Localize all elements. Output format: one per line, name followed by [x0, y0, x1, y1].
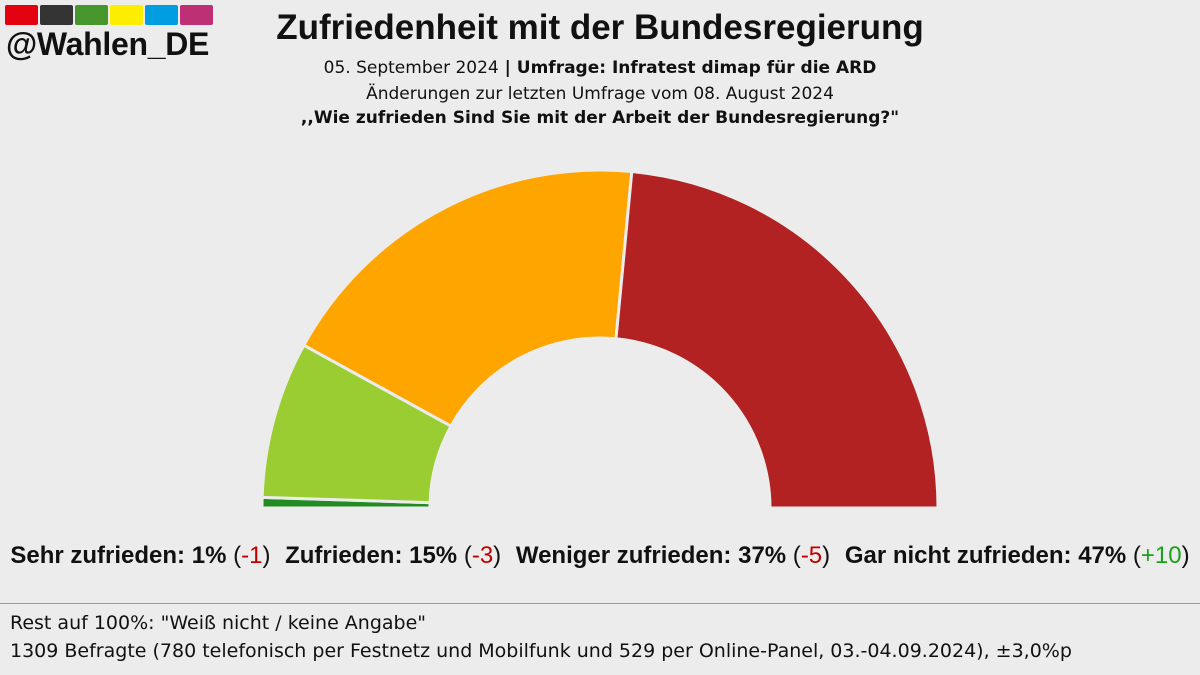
- footer-sample-note: 1309 Befragte (780 telefonisch per Festn…: [10, 640, 1072, 662]
- slice-weniger-zufrieden: [301, 168, 634, 429]
- color-bar-2: [40, 5, 73, 25]
- poll-source: Umfrage: Infratest dimap für die ARD: [516, 58, 877, 78]
- legend-change: +10: [1140, 542, 1182, 569]
- legend-value: 47%: [1078, 542, 1127, 569]
- legend-label: Sehr zufrieden:: [10, 542, 186, 569]
- changes-note: Änderungen zur letzten Umfrage vom 08. A…: [366, 84, 834, 104]
- legend-change: -1: [241, 542, 263, 569]
- footer-divider: [0, 603, 1200, 604]
- legend-label: Weniger zufrieden:: [515, 542, 732, 569]
- legend-value: 15%: [409, 542, 458, 569]
- poll-info: 05. September 2024 | Umfrage: Infratest …: [0, 58, 1200, 78]
- brand-handle: @Wahlen_DE: [6, 26, 210, 62]
- color-bar-5: [145, 5, 178, 25]
- poll-separator: |: [498, 58, 517, 78]
- color-bar-6: [180, 5, 213, 25]
- survey-question: ,,Wie zufrieden Sind Sie mit der Arbeit …: [300, 108, 900, 128]
- legend-value: 37%: [738, 542, 787, 569]
- brand-color-bars: [5, 5, 213, 25]
- poll-date: 05. September 2024: [323, 58, 499, 78]
- legend-item-zufrieden: Zufrieden: 15% (-3): [285, 542, 502, 569]
- legend-item-sehr-zufrieden: Sehr zufrieden: 1% (-1): [10, 542, 271, 569]
- footer-rest-note: Rest auf 100%: "Weiß nicht / keine Angab…: [10, 612, 427, 634]
- color-bar-1: [5, 5, 38, 25]
- legend-change: -5: [800, 542, 823, 569]
- slice-gar-nicht-zufrieden: [614, 169, 940, 510]
- chart-legend: Sehr zufrieden: 1% (-1) Zufrieden: 15% (…: [0, 542, 1200, 570]
- chart-title: Zufriedenheit mit der Bundesregierung: [276, 8, 924, 47]
- legend-change: -3: [471, 542, 494, 569]
- legend-item-weniger-zufrieden: Weniger zufrieden: 37% (-5): [515, 542, 831, 569]
- color-bar-4: [110, 5, 143, 25]
- legend-value: 1%: [191, 542, 227, 569]
- legend-label: Gar nicht zufrieden:: [844, 542, 1072, 569]
- color-bar-3: [75, 5, 108, 25]
- semicircle-chart: [260, 168, 940, 510]
- legend-item-gar-nicht-zufrieden: Gar nicht zufrieden: 47% (+10): [844, 542, 1190, 569]
- legend-label: Zufrieden:: [285, 542, 403, 569]
